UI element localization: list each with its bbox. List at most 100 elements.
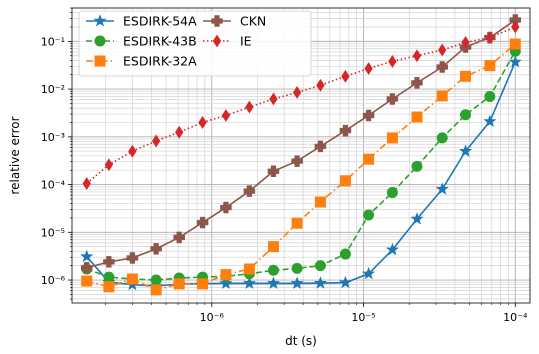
data-point-ckn	[196, 216, 209, 229]
data-point-esdirk-43b	[267, 264, 279, 276]
data-point-esdirk-54a	[362, 266, 376, 280]
y-tick-label: 10⁻³	[41, 131, 65, 144]
y-tick-label: 10⁻⁵	[41, 226, 65, 239]
data-point-ie	[128, 144, 137, 158]
data-point-esdirk-43b	[363, 209, 375, 221]
data-point-esdirk-54a	[385, 242, 399, 256]
y-axis-label: relative error	[8, 116, 22, 194]
data-point-esdirk-54a	[290, 276, 304, 289]
data-point-esdirk-32a	[291, 217, 303, 229]
legend-item-ie: IE	[203, 34, 252, 49]
data-point-ie	[412, 49, 422, 63]
ticks: 10⁻⁶ 10⁻⁵ 10⁻⁴ 10⁻⁶ 10⁻⁵ 10⁻⁴ 10⁻³ 10⁻² 10⁻¹	[41, 7, 528, 324]
legend: ESDIRK-54A ESDIRK-43B ESDIRK-32A CKN IE	[78, 10, 312, 77]
data-point-ie	[511, 20, 520, 34]
data-point-ie	[198, 116, 207, 129]
data-point-ckn	[436, 61, 448, 73]
series-layer	[80, 14, 522, 296]
data-point-ie	[485, 31, 495, 45]
data-point-ckn	[267, 165, 280, 178]
data-point-ckn	[362, 109, 375, 122]
legend-swatch-marker	[212, 34, 222, 48]
legend-label: CKN	[240, 14, 266, 29]
legend-swatch-marker	[94, 35, 106, 47]
legend-item-esdirk-32a: ESDIRK-32A	[86, 54, 197, 69]
y-tick-label: 10⁻⁴	[41, 179, 66, 192]
data-point-ckn	[314, 140, 327, 153]
data-point-esdirk-54a	[242, 276, 256, 289]
data-point-ie	[292, 86, 302, 99]
data-point-esdirk-54a	[338, 275, 352, 289]
data-point-esdirk-54a	[458, 144, 473, 157]
data-point-esdirk-32a	[243, 263, 255, 275]
data-point-ckn	[150, 243, 162, 255]
data-point-ie	[175, 125, 184, 139]
legend-swatch-marker	[93, 14, 107, 27]
data-point-ckn	[291, 155, 303, 167]
series-ie	[82, 20, 520, 190]
x-tick-label: 10⁻⁵	[351, 311, 375, 324]
data-point-esdirk-32a	[314, 196, 326, 208]
series-ckn	[80, 14, 522, 274]
data-point-ie	[245, 100, 254, 114]
data-point-esdirk-54a	[266, 276, 280, 289]
legend-label: IE	[240, 34, 252, 49]
data-point-ckn	[80, 262, 93, 274]
data-point-ckn	[339, 124, 352, 137]
data-point-ckn	[220, 201, 232, 214]
data-point-esdirk-43b	[460, 109, 472, 121]
data-point-ckn	[386, 93, 399, 105]
data-point-esdirk-32a	[267, 241, 279, 253]
data-point-esdirk-54a	[508, 55, 522, 68]
data-point-esdirk-32a	[150, 284, 162, 296]
data-point-ie	[316, 78, 325, 92]
legend-item-esdirk-43b: ESDIRK-43B	[86, 34, 197, 49]
legend-label: ESDIRK-32A	[123, 54, 197, 69]
legend-box	[78, 10, 312, 77]
data-point-ie	[364, 62, 373, 75]
x-tick-label: 10⁻⁶	[200, 311, 225, 324]
data-point-ie	[461, 36, 470, 49]
data-point-ie	[438, 43, 447, 57]
data-point-ckn	[173, 231, 185, 244]
data-point-ie	[151, 134, 161, 148]
data-point-esdirk-43b	[339, 248, 351, 260]
data-point-esdirk-32a	[126, 273, 138, 285]
data-point-esdirk-32a	[103, 281, 115, 293]
data-point-ie	[269, 92, 278, 106]
data-point-ie	[82, 177, 91, 190]
data-point-ie	[221, 109, 231, 122]
data-point-ckn	[243, 185, 256, 197]
y-tick-label: 10⁻¹	[41, 35, 65, 48]
data-point-esdirk-32a	[411, 111, 423, 123]
data-point-ckn	[411, 77, 423, 89]
data-point-esdirk-43b	[386, 187, 398, 199]
legend-item-ckn: CKN	[203, 14, 266, 29]
y-tick-label: 10⁻²	[41, 83, 65, 96]
plot-frame	[71, 7, 531, 304]
data-point-ie	[388, 55, 397, 68]
data-point-esdirk-43b	[150, 274, 162, 286]
data-point-esdirk-43b	[411, 160, 423, 172]
legend-swatch-marker	[94, 55, 106, 67]
data-point-ie	[341, 69, 350, 83]
data-point-esdirk-54a	[435, 182, 449, 195]
data-point-esdirk-32a	[81, 275, 93, 287]
data-point-ie	[104, 158, 114, 172]
data-point-esdirk-54a	[410, 212, 424, 225]
data-point-esdirk-54a	[80, 249, 94, 263]
data-point-esdirk-32a	[436, 90, 448, 102]
data-point-esdirk-32a	[339, 175, 351, 187]
data-point-esdirk-32a	[460, 70, 472, 82]
data-point-esdirk-43b	[103, 271, 115, 283]
data-point-esdirk-32a	[173, 278, 185, 290]
data-point-esdirk-43b	[291, 262, 303, 274]
data-point-ckn	[103, 256, 115, 268]
series-esdirk-32a	[81, 38, 521, 296]
data-point-esdirk-43b	[484, 90, 496, 102]
data-point-esdirk-32a	[363, 153, 375, 165]
data-point-esdirk-32a	[484, 60, 496, 72]
legend-item-esdirk-54a: ESDIRK-54A	[86, 14, 197, 29]
data-point-esdirk-32a	[509, 38, 521, 50]
